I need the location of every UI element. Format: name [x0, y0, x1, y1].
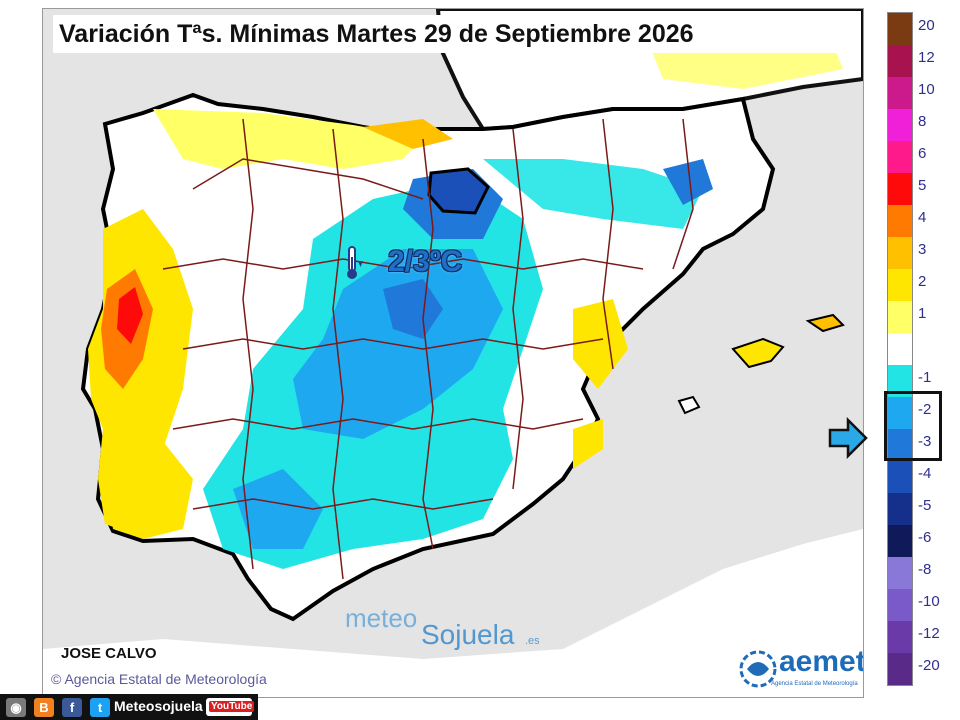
warm-zone-north: [153, 109, 423, 169]
legend-swatch: [888, 461, 912, 493]
legend-label: -20: [918, 657, 940, 674]
legend-label: 2: [918, 273, 927, 290]
cool-zone-aragon: [483, 159, 703, 229]
legend-swatch: [888, 141, 912, 173]
aemet-name: aemet: [779, 645, 864, 678]
temperature-label: 2/3ºC: [388, 245, 463, 278]
legend-swatch: [888, 13, 912, 45]
legend-swatch: [888, 525, 912, 557]
legend-swatch: [888, 589, 912, 621]
legend-label: -8: [918, 561, 932, 578]
twitter-icon[interactable]: t: [90, 698, 110, 717]
legend-swatch: [888, 45, 912, 77]
legend-swatch: [888, 397, 912, 429]
warm-zone-valencia: [573, 299, 628, 389]
legend-label: -12: [918, 625, 940, 642]
youtube-icon[interactable]: YouTube: [206, 698, 255, 716]
cool-zone-madrid: [383, 279, 443, 339]
legend-swatch: [888, 109, 912, 141]
map-title: Variación Tªs. Mínimas Martes 29 de Sept…: [53, 15, 859, 53]
aemet-logo: aemet Agencia Estatal de Meteorología: [735, 641, 864, 693]
cool-zone-south: [233, 469, 323, 549]
arrow-right-icon: [828, 416, 868, 460]
watermark-suffix: .es: [525, 635, 540, 647]
legend-label: 6: [918, 145, 927, 162]
hot-zone-portugal: [117, 287, 143, 344]
color-legend-bar: [887, 12, 913, 686]
legend-label: 3: [918, 241, 927, 258]
legend-swatch: [888, 237, 912, 269]
africa-land: [43, 529, 863, 697]
temperature-map: [43, 9, 863, 697]
copyright-icon: ©: [51, 671, 62, 687]
copyright-line: © Agencia Estatal de Meteorología: [51, 671, 267, 687]
instagram-icon[interactable]: ◉: [6, 698, 26, 717]
warm-zone-murcia: [573, 419, 603, 469]
thermometer-down-icon: [347, 246, 363, 279]
legend-swatch: [888, 77, 912, 109]
legend-swatch: [888, 653, 912, 685]
warm-zone-cantabria: [363, 119, 453, 149]
province-borders: [162, 118, 694, 580]
legend-label: -5: [918, 497, 932, 514]
legend-label: 1: [918, 305, 927, 322]
legend-swatch: [888, 621, 912, 653]
balearic-ibiza: [677, 395, 701, 415]
legend-label: 5: [918, 177, 927, 194]
cool-zone-center-mid: [293, 249, 503, 439]
legend-swatch: [888, 301, 912, 333]
legend-label: 10: [918, 81, 935, 98]
watermark-sojuela: Sojuela: [421, 619, 515, 650]
aemet-subtitle: Agencia Estatal de Meteorología: [771, 681, 858, 687]
facebook-icon[interactable]: f: [62, 698, 82, 717]
social-account-name[interactable]: Meteosojuela: [114, 698, 203, 714]
blogger-icon[interactable]: B: [34, 698, 54, 717]
aemet-logo-icon: [739, 650, 777, 688]
legend-swatch: [888, 333, 912, 365]
author-credit: JOSE CALVO: [61, 645, 157, 662]
legend-label: -4: [918, 465, 932, 482]
legend-label: -10: [918, 593, 940, 610]
legend-swatch: [888, 493, 912, 525]
youtube-label: YouTube: [209, 701, 255, 712]
social-bar: ◉ B f t Meteosojuela YouTube: [0, 694, 258, 720]
legend-label: 4: [918, 209, 927, 226]
watermark-meteo: meteo: [345, 603, 418, 633]
copyright-text: Agencia Estatal de Meteorología: [64, 671, 267, 687]
cool-zone-catalonia: [663, 159, 713, 205]
balearic-mallorca: [731, 337, 785, 369]
legend-swatch: [888, 173, 912, 205]
legend-label: 12: [918, 49, 935, 66]
legend-label: -1: [918, 369, 932, 386]
legend-highlight-box: [884, 391, 942, 461]
legend-swatch: [888, 557, 912, 589]
legend-label: -6: [918, 529, 932, 546]
legend-label: -3: [918, 433, 932, 450]
balearic-menorca: [805, 313, 845, 333]
map-frame: Variación Tªs. Mínimas Martes 29 de Sept…: [42, 8, 864, 698]
legend-label: -2: [918, 401, 932, 418]
legend-swatch: [888, 429, 912, 461]
legend-swatch: [888, 205, 912, 237]
warm-zone-southwest: [103, 429, 193, 539]
legend-label: 8: [918, 113, 927, 130]
legend-label: 20: [918, 17, 935, 34]
legend-swatch: [888, 269, 912, 301]
